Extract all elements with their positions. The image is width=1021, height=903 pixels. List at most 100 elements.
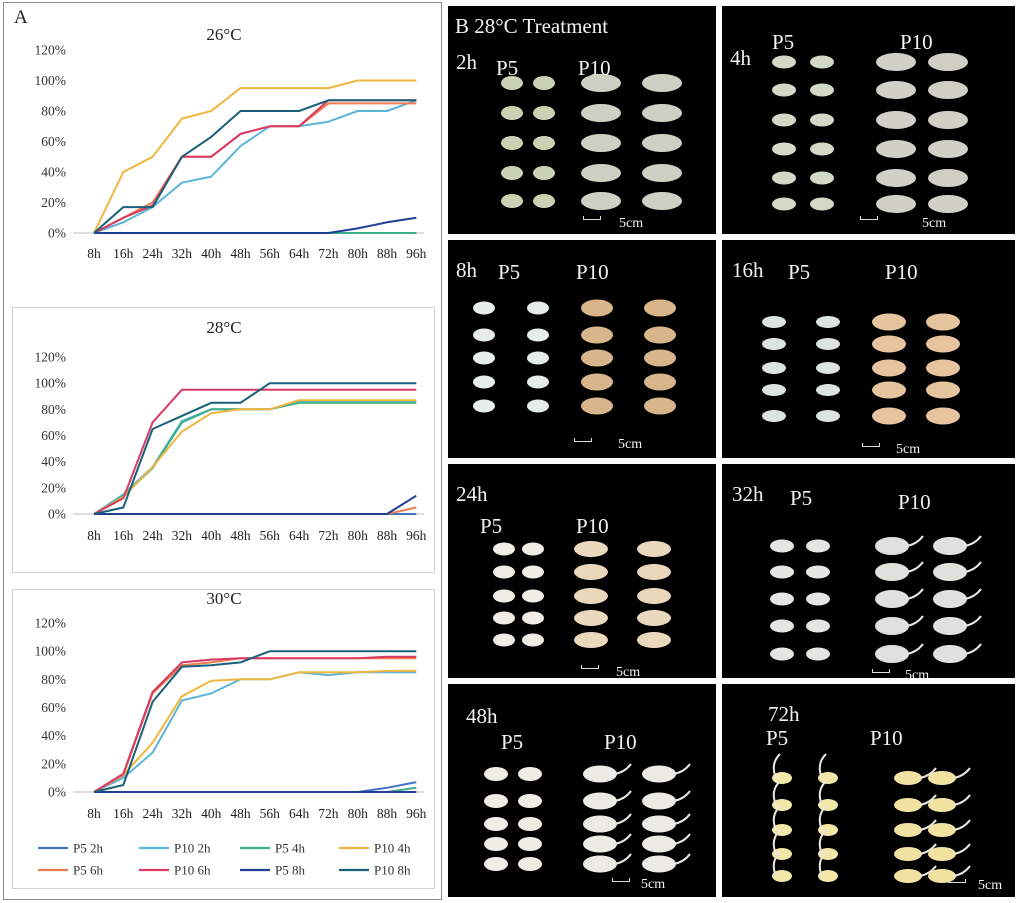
legend-label-p10-6h: P10 6h [174,863,211,878]
y-tick-label-30c: 60% [41,700,66,715]
photo-panel-24h: 24h P5 P10 5cm [448,464,716,678]
photo-p10-label: P10 [576,260,609,284]
x-tick-label-30c: 80h [348,806,369,821]
seed-image-2h [501,74,682,210]
series-line-p10-8h-26c [93,99,417,234]
photo-time-label: 72h [768,702,800,726]
scale-bar-label: 5cm [896,442,921,457]
series-line-p10-6h-30c [93,655,417,793]
photo-panel-2h: 2h P5 P10 5cm [448,6,716,234]
x-tick-label-26c: 88h [377,246,398,261]
y-tick-label-26c: 20% [41,195,66,210]
scale-bar [872,669,890,673]
x-tick-label-28c: 72h [318,528,339,543]
photo-p5-label: P5 [501,730,524,754]
series-line-p10-8h-28c [93,382,417,515]
series-line-p5-6h-26c [93,102,417,234]
seed-image-4h [772,53,968,213]
scale-bar [583,216,601,220]
x-tick-label-28c: 40h [201,528,222,543]
seed-image-72h [772,753,971,883]
x-tick-label-26c: 64h [289,246,310,261]
photo-panel-32h: 32h P5 P10 5cm [722,464,1015,678]
photo-p5-label: P5 [480,514,503,538]
scale-bar-label: 5cm [978,878,1003,893]
scale-bar [574,438,592,442]
photo-panel-48h: 48h P5 P10 5cm [448,684,716,897]
y-tick-label-28c: 120% [35,350,67,365]
legend-label-p5-2h: P5 2h [73,841,103,856]
legend-label-p5-8h: P5 8h [275,863,305,878]
scale-bar [862,443,880,447]
x-tick-label-30c: 8h [87,806,101,821]
y-tick-label-30c: 100% [35,644,67,659]
series-line-p10-2h-26c [93,99,417,234]
x-tick-label-28c: 8h [87,528,101,543]
chart-title-28c: 28°C [206,318,241,337]
x-tick-label-28c: 96h [406,528,427,543]
scale-bar-label: 5cm [641,877,666,892]
chart-30c: 30°C 0% 20% 40% 60% 80% 100% 120% 8h 16h 24h 32h 40h… [35,589,427,878]
series-line-p5-8h-28c [94,494,417,515]
x-tick-label-28c: 56h [260,528,281,543]
legend-label-p5-4h: P5 4h [275,841,305,856]
panel-a: A [3,2,442,900]
y-tick-label-28c: 80% [41,402,66,417]
x-tick-label-26c: 8h [87,246,101,261]
legend-label-p10-2h: P10 2h [174,841,211,856]
series-line-p5-2h-30c [94,781,417,793]
photo-p10-label: P10 [885,260,918,284]
scale-bar-label: 5cm [618,437,643,452]
scale-bar [581,665,599,669]
y-tick-label-28c: 0% [48,507,66,522]
x-tick-label-26c: 72h [318,246,339,261]
x-tick-label-26c: 24h [142,246,163,261]
photo-p5-label: P5 [498,260,521,284]
photo-p10-label: P10 [604,730,637,754]
photo-p10-label: P10 [900,30,933,54]
photo-p5-label: P5 [790,486,813,510]
seed-image-32h [770,535,982,663]
x-tick-label-30c: 24h [142,806,163,821]
x-tick-label-30c: 64h [289,806,310,821]
photo-time-label: 4h [730,46,751,70]
y-tick-label-28c: 40% [41,454,66,469]
chart-title-30c: 30°C [206,589,241,608]
panel-b-title: B 28°C Treatment [455,14,609,38]
y-tick-label-30c: 120% [35,616,67,631]
y-tick-label-26c: 120% [35,43,67,58]
x-tick-label-28c: 32h [172,528,193,543]
y-tick-label-30c: 20% [41,756,66,771]
x-tick-label-28c: 24h [142,528,163,543]
y-tick-label-26c: 40% [41,165,66,180]
x-tick-label-26c: 16h [113,246,134,261]
series-line-p5-8h-26c [94,216,417,234]
chart-frame-28c [12,307,435,573]
photo-p10-label: P10 [870,726,903,750]
x-tick-label-26c: 40h [201,246,222,261]
y-tick-label-26c: 0% [48,226,66,241]
x-tick-label-30c: 72h [318,806,339,821]
x-tick-label-26c: 32h [172,246,193,261]
series-line-p10-4h-30c [93,669,417,793]
x-tick-label-30c: 48h [230,806,251,821]
seed-image-8h [473,299,676,415]
y-tick-label-28c: 100% [35,376,67,391]
x-tick-label-30c: 96h [406,806,427,821]
chart-frame-30c [12,589,435,889]
photo-p5-label: P5 [788,260,811,284]
y-tick-label-26c: 100% [35,73,67,88]
legend-label-p10-4h: P10 4h [374,841,411,856]
y-tick-label-30c: 0% [48,785,66,800]
scale-bar [860,216,878,220]
scale-bar [612,878,630,882]
y-tick-label-26c: 80% [41,104,66,119]
x-tick-label-26c: 56h [260,246,281,261]
seed-image-16h [762,313,960,425]
x-tick-label-30c: 16h [113,806,134,821]
chart-28c: 28°C 0% 20% 40% 60% 80% 100% 120% 8h 16h 24h 32h 40h… [35,318,427,543]
photo-p10-label: P10 [578,56,611,80]
x-tick-label-26c: 80h [348,246,369,261]
x-tick-label-28c: 88h [377,528,398,543]
chart-legend: P5 2h P10 2h P5 4h P10 4h P5 6h P10 6h P5 8h P1… [38,841,411,878]
